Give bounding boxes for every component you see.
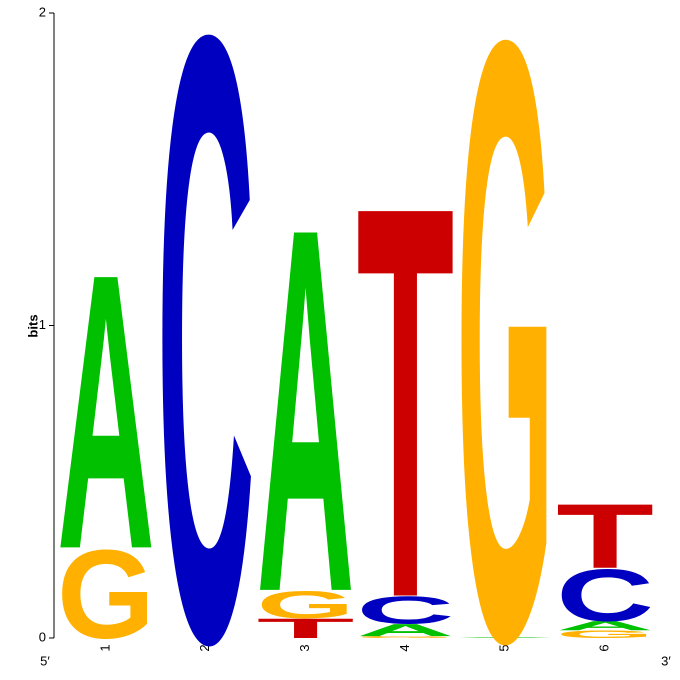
y-tick-label: 1 [39,317,46,332]
logo-letter: G [57,524,155,665]
logo-letter: C [556,554,654,637]
logo-letter: C [157,0,255,680]
y-tick-label: 2 [39,4,46,19]
y-axis-label: bits [25,314,40,337]
y-tick-label: 0 [39,629,46,644]
logo-letter: A [257,121,355,680]
logo-letter: A [57,193,155,632]
x-tick-label: 6 [597,644,612,651]
x-tick-label: 5 [497,644,512,651]
logo-letter: G [556,628,654,640]
logo-letter: G [456,0,554,680]
logo-letter: G [357,636,455,639]
x-tick-label: 2 [197,644,212,651]
start-label: 5′ [40,653,50,668]
logo-letter: T [556,485,654,588]
logo-letter: C [357,589,455,633]
x-tick-label: 3 [297,644,312,651]
logo-letter: A [357,621,455,640]
x-tick-label: 4 [397,644,412,651]
logo-letter: A [556,618,654,633]
logo-letter: G [257,583,355,627]
logo-letter: A [456,637,554,638]
logo-letter: T [257,613,355,644]
logo-letter: T [357,91,455,680]
end-label: 3′ [661,653,671,668]
x-tick-label: 1 [97,644,112,651]
